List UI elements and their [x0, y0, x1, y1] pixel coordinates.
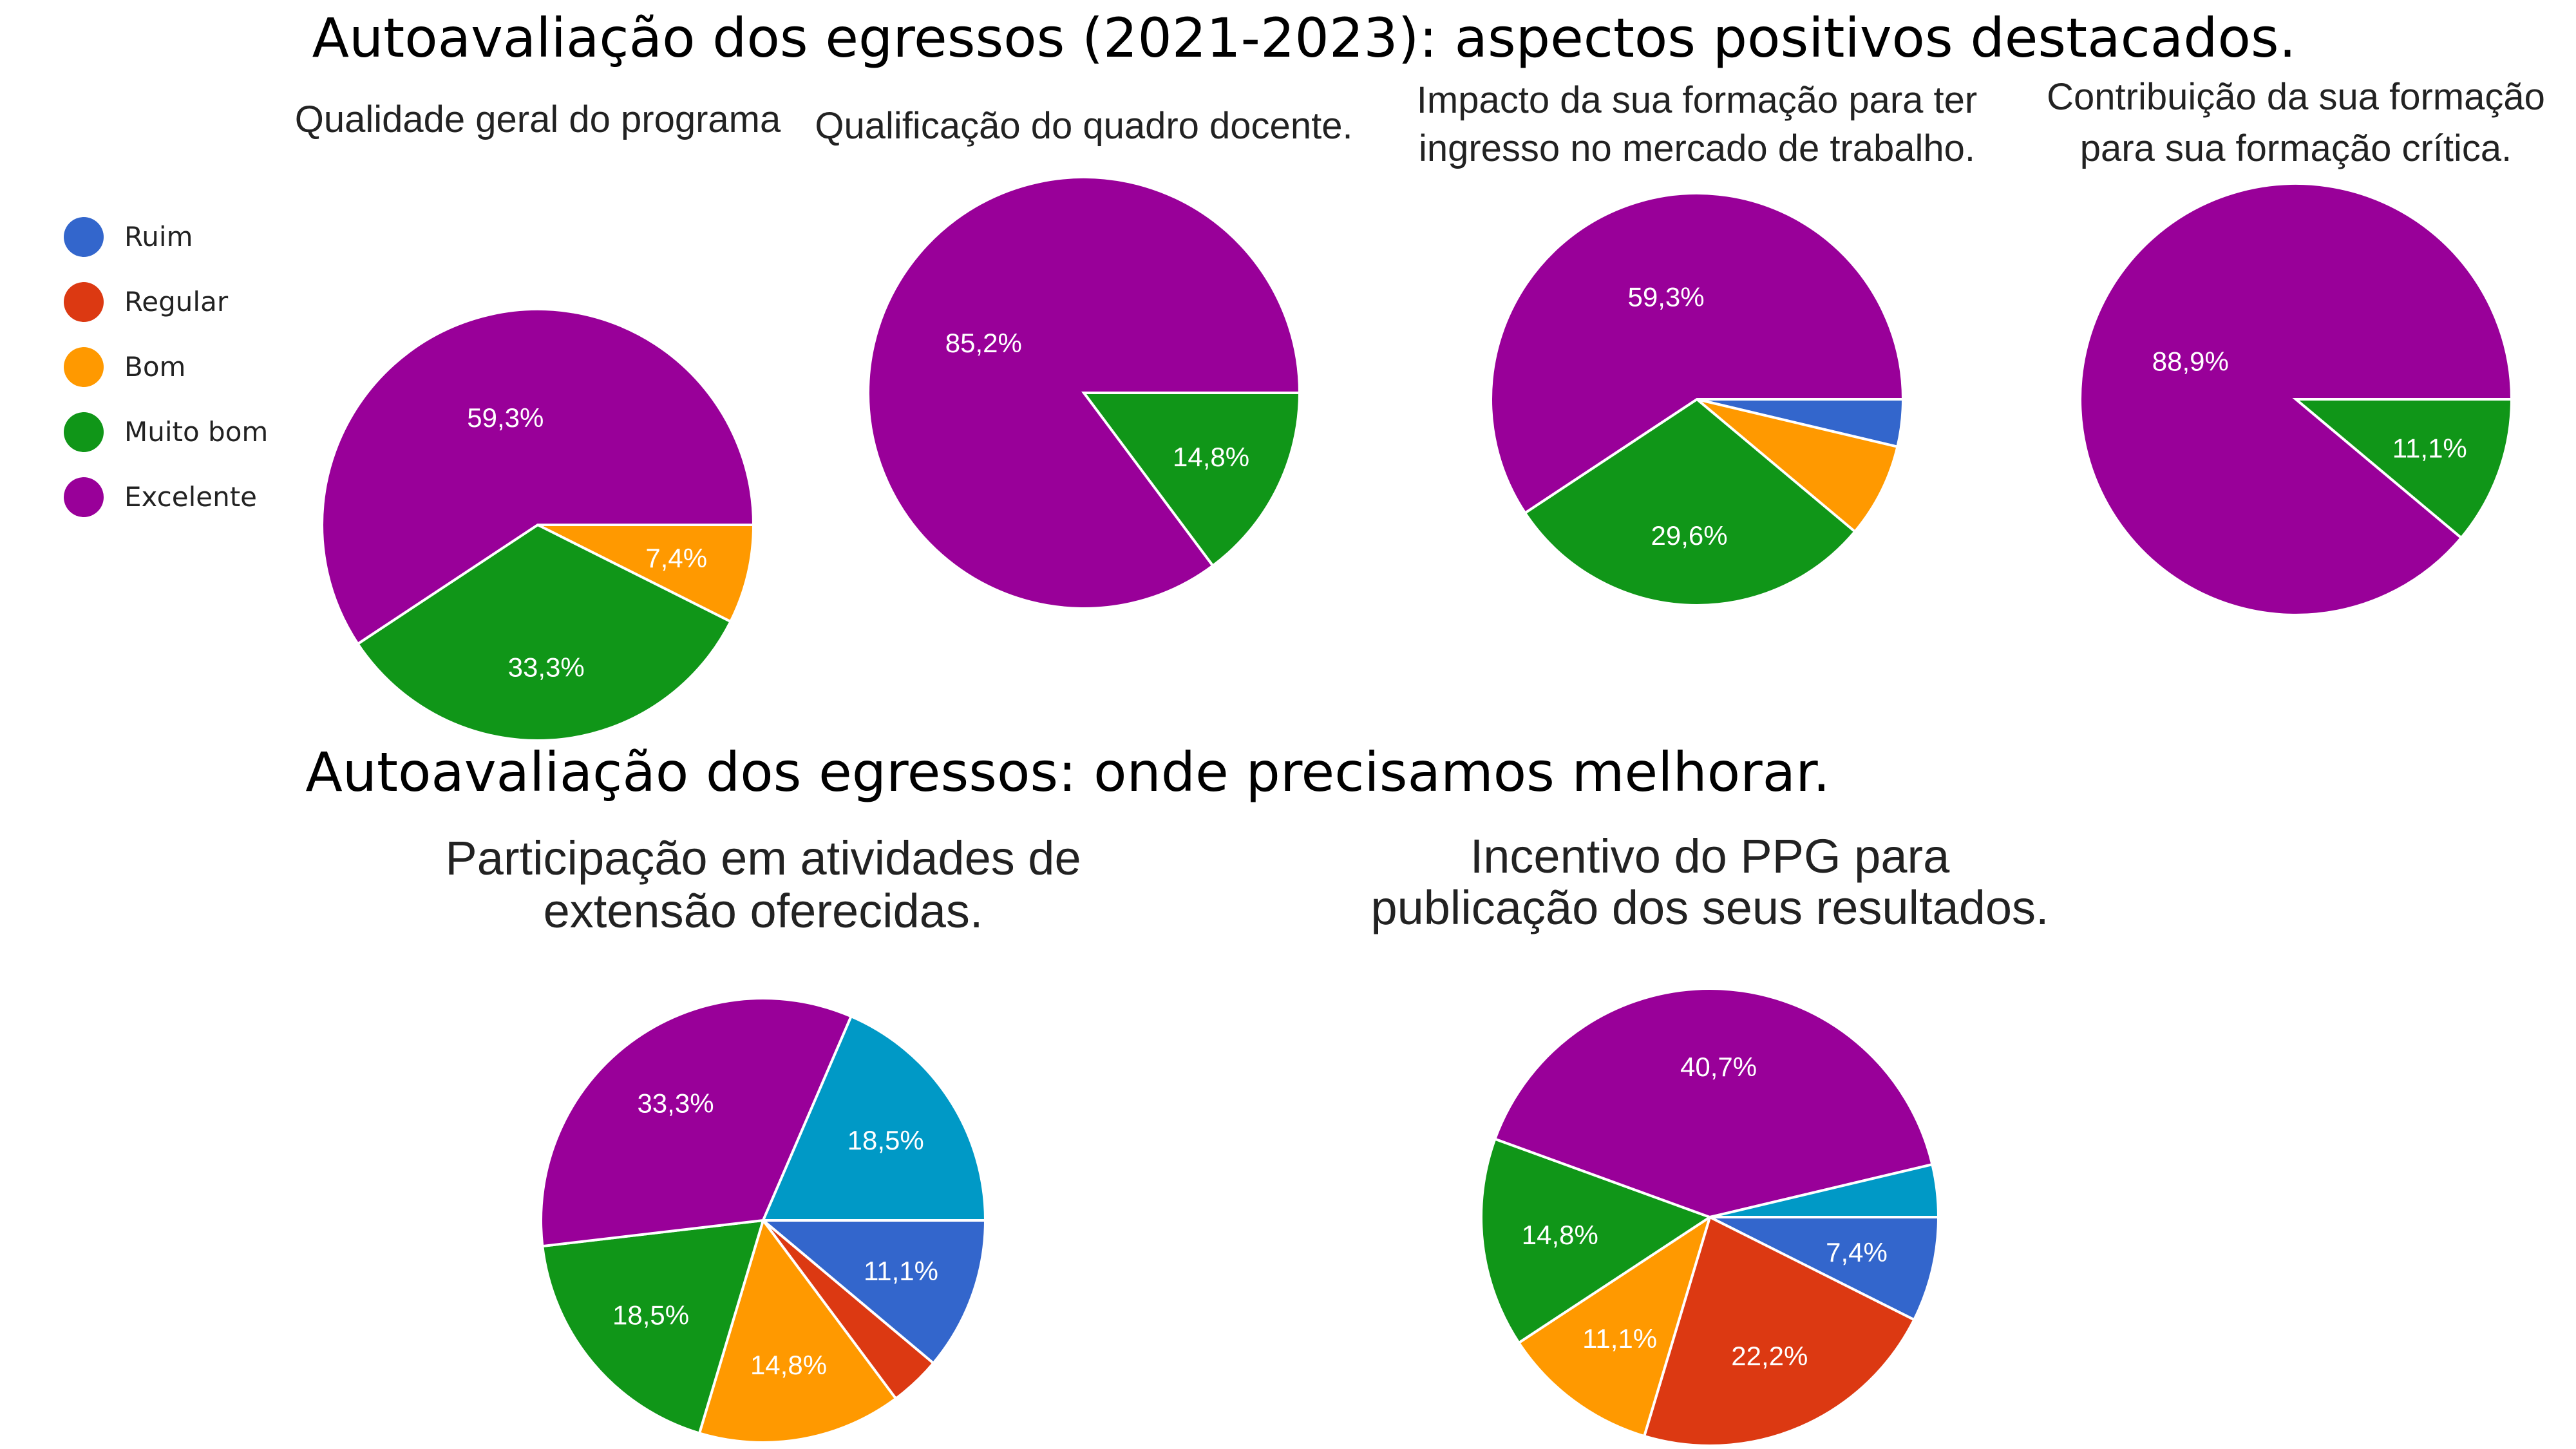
legend-label-muito-bom: Muito bom: [124, 416, 268, 448]
slice-label-bom: 7,4%: [645, 543, 707, 573]
legend-label-ruim: Ruim: [124, 221, 193, 252]
slice-label-excelente: 85,2%: [945, 328, 1022, 358]
pie-slice-muito-bom: [1523, 397, 1857, 607]
slice-label-muito-bom: 29,6%: [1651, 520, 1728, 551]
chart-title-line: ingresso no mercado de trabalho.: [1419, 128, 1975, 169]
pie-chart-1: Qualidade geral do programa 7,4% 33,3% 59,3…: [295, 99, 781, 742]
slice-label-excelente: 33,3%: [637, 1088, 714, 1118]
chart-title-line: Participação em atividades de: [445, 831, 1081, 885]
legend-label-bom: Bom: [124, 351, 185, 383]
slice-label-bom: 11,1%: [1582, 1323, 1657, 1354]
slice-label-ruim: 7,4%: [1826, 1237, 1888, 1267]
chart-title-line: Contribuição da sua formação: [2047, 76, 2545, 118]
slice-label-excelente: 88,9%: [2152, 346, 2229, 377]
slice-label-muito-bom: 11,1%: [2392, 433, 2467, 464]
pie-slice-excelente: [2079, 182, 2514, 616]
slice-label-regular: 22,2%: [1731, 1341, 1808, 1371]
pie-chart-3: Impacto da sua formação para ter ingresso…: [1417, 79, 1977, 607]
slice-label-outro: 18,5%: [848, 1125, 924, 1155]
legend: Ruim Regular Bom Muito bom Excelente: [64, 217, 268, 517]
pie-slice-ruim: [759, 1219, 987, 1365]
slice-label-excelente: 59,3%: [467, 402, 544, 433]
slice-label-muito-bom: 33,3%: [508, 652, 585, 683]
chart-title-line: Impacto da sua formação para ter: [1417, 79, 1977, 121]
pie-slice-excelente: [867, 176, 1302, 610]
pie-slice-regular: [1642, 1215, 1916, 1447]
pie-slice-muito-bom: [541, 1218, 765, 1435]
chart-title-line: publicação dos seus resultados.: [1370, 881, 2049, 934]
legend-marker-bom: [64, 347, 104, 387]
section-title-improve: Autoavaliação dos egressos: onde precisa…: [305, 741, 1830, 804]
slice-label-muito-bom: 14,8%: [1522, 1220, 1598, 1250]
legend-label-regular: Regular: [124, 286, 229, 317]
slice-label-bom: 14,8%: [750, 1350, 827, 1380]
pie-slice-ruim: [1709, 1216, 1940, 1322]
slice-label-muito-bom: 18,5%: [612, 1300, 689, 1330]
legend-marker-regular: [64, 282, 104, 322]
pie-chart-4: Contribuição da sua formação para sua for…: [2047, 76, 2545, 616]
pie-slice-outro: [1709, 1162, 1940, 1218]
chart-title-line: Qualidade geral do programa: [295, 99, 781, 140]
legend-marker-excelente: [64, 477, 104, 517]
slice-label-ruim: 11,1%: [864, 1256, 938, 1286]
pie-slice-excelente: [1493, 987, 1934, 1219]
pie-chart-2: Qualificação do quadro docente. 14,8% 85,2…: [815, 105, 1353, 610]
pie-slice-muito-bom: [2292, 398, 2514, 540]
legend-label-excelente: Excelente: [124, 481, 257, 513]
pie-slice-excelente: [540, 997, 853, 1248]
pie-slice-bom: [1696, 398, 1899, 534]
pie-slice-bom: [537, 524, 755, 623]
chart-title-line: para sua formação crítica.: [2080, 128, 2512, 169]
chart-title-line: extensão oferecidas.: [544, 884, 983, 938]
chart-title-line: Incentivo do PPG para: [1470, 829, 1950, 883]
slice-label-excelente: 59,3%: [1628, 282, 1705, 312]
pie-slice-muito-bom: [1081, 392, 1302, 568]
chart-title-line: Qualificação do quadro docente.: [815, 105, 1352, 147]
slice-label-muito-bom: 14,8%: [1173, 442, 1249, 472]
pie-slice-bom: [1517, 1214, 1712, 1438]
slice-label-excelente: 40,7%: [1680, 1052, 1757, 1082]
section-title-positive: Autoavaliação dos egressos (2021-2023): …: [312, 6, 2297, 70]
pie-slice-muito-bom: [1480, 1137, 1713, 1345]
pie-slice-muito-bom: [355, 523, 733, 742]
legend-marker-ruim: [64, 217, 104, 257]
legend-marker-muito-bom: [64, 412, 104, 452]
pie-charts: Qualidade geral do programa 7,4% 33,3% 59,3…: [295, 76, 2545, 1447]
pie-slice-bom: [697, 1217, 898, 1444]
pie-slice-excelente: [1490, 192, 1905, 515]
pie-slice-outro: [761, 1014, 987, 1222]
pie-slice-excelente: [321, 308, 755, 646]
